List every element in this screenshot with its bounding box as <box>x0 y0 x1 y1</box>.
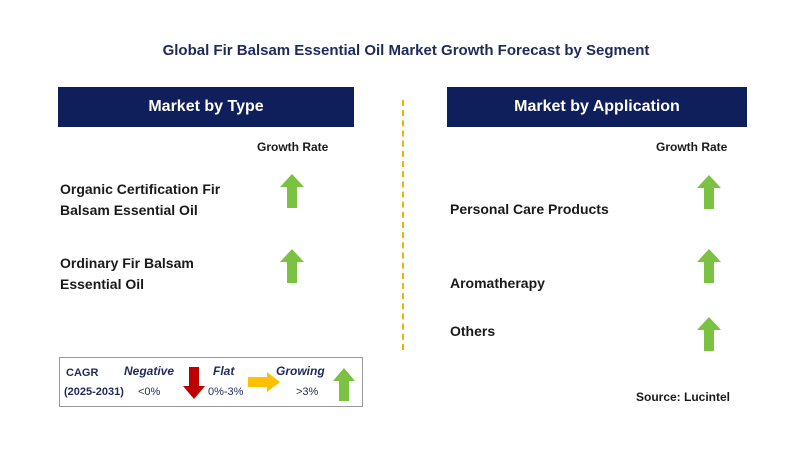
negative-arrow-icon <box>183 367 205 399</box>
legend-period: (2025-2031) <box>64 386 124 398</box>
legend-flat-range: 0%-3% <box>208 386 244 398</box>
legend-growing-label: Growing <box>276 364 325 378</box>
segment-label-line1: Organic Certification Fir <box>60 181 221 197</box>
segment-label-line2: Essential Oil <box>60 276 145 292</box>
segment-aromatherapy: Aromatherapy <box>450 275 545 291</box>
segment-organic-certification: Organic Certification Fir Balsam Essenti… <box>60 179 220 221</box>
panel-divider <box>402 100 404 350</box>
segment-label-line1: Ordinary Fir Balsam <box>60 255 194 271</box>
source-note: Source: Lucintel <box>636 390 731 404</box>
chart-title: Global Fir Balsam Essential Oil Market G… <box>162 42 650 59</box>
growth-rate-label-right: Growth Rate <box>656 140 728 154</box>
legend-flat-label: Flat <box>213 364 235 378</box>
growing-arrow-icon <box>333 368 355 401</box>
segment-others: Others <box>450 323 496 339</box>
growing-arrow-icon <box>697 317 721 351</box>
growth-rate-label-left: Growth Rate <box>257 140 329 154</box>
segment-personal-care: Personal Care Products <box>450 201 609 217</box>
segment-ordinary: Ordinary Fir Balsam Essential Oil <box>60 253 194 295</box>
legend-negative-range: <0% <box>138 386 161 398</box>
legend-cagr-label: CAGR <box>66 367 99 379</box>
flat-arrow-icon <box>248 372 280 392</box>
market-by-application-header: Market by Application <box>447 87 747 127</box>
growing-arrow-icon <box>280 174 304 208</box>
legend-growing-range: >3% <box>296 386 319 398</box>
legend-negative-label: Negative <box>124 364 175 378</box>
growing-arrow-icon <box>697 249 721 283</box>
growing-arrow-icon <box>697 175 721 209</box>
growing-arrow-icon <box>280 249 304 283</box>
cagr-legend: CAGR (2025-2031) Negative <0% Flat 0%-3%… <box>59 357 363 407</box>
segment-label-line2: Balsam Essential Oil <box>60 202 198 218</box>
market-by-type-header: Market by Type <box>58 87 354 127</box>
